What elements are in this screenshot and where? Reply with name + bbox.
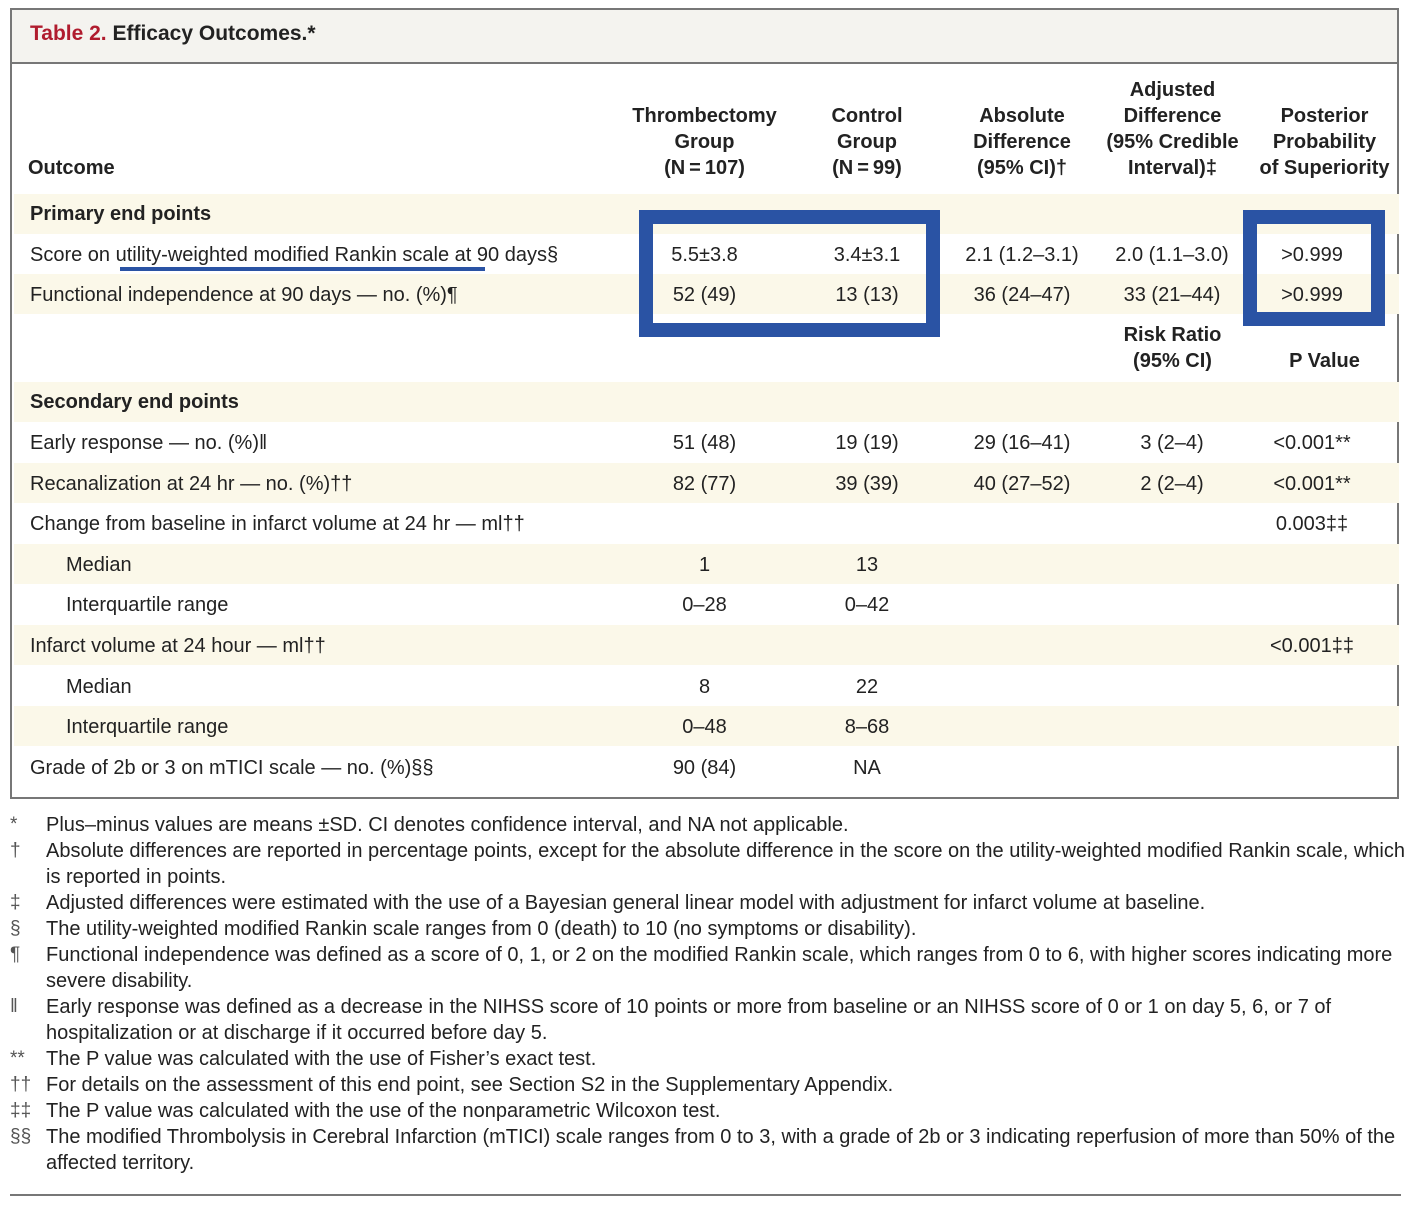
row-outcome-label: Median	[66, 675, 132, 698]
footnote-mark: *	[10, 814, 18, 835]
footnote: § The utility-weighted modified Rankin sc…	[10, 916, 1405, 942]
row-shading	[14, 543, 1399, 584]
cell-posterior-probability: >0.999	[1281, 284, 1343, 306]
footnote-text: Adjusted differences were estimated with…	[46, 892, 1206, 914]
footnote-mark: ‡‡	[10, 1100, 32, 1121]
cell-absolute-difference: 40 (27–52)	[973, 472, 1071, 495]
row-outcome-label: Grade of 2b or 3 on mTICI scale — no. (%…	[30, 756, 434, 779]
cell-control: 3.4±3.1	[833, 244, 901, 266]
cell-adjusted-difference: 33 (21–44)	[1123, 284, 1221, 306]
footnote: †† For details on the assessment of this …	[10, 1072, 1405, 1098]
cell-control: 0–42	[844, 594, 890, 617]
col-header-posterior-probability: Posterior Probability of Superiority	[1259, 105, 1390, 179]
cell-p-value: 0.003‡‡	[1275, 513, 1349, 536]
cell-thrombectomy: 5.5±3.8	[671, 244, 738, 266]
cell-absolute-difference: 29 (16–41)	[973, 432, 1071, 454]
cell-thrombectomy: 0–48	[682, 716, 727, 739]
footnote-text: The utility-weighted modified Rankin sca…	[46, 918, 917, 940]
row-shading	[14, 382, 1399, 422]
footnote-text: The P value was calculated with the use …	[46, 1048, 597, 1070]
row-outcome-label: Infarct volume at 24 hour — ml††	[30, 635, 326, 657]
cell-p-value: <0.001**	[1273, 472, 1351, 495]
footnote-text: The P value was calculated with the use …	[46, 1100, 721, 1122]
cell-risk-ratio: 2 (2–4)	[1140, 472, 1204, 495]
footnote-mark: ‡	[10, 892, 21, 913]
footnote-text: Early response was defined as a decrease…	[46, 996, 1332, 1044]
footnote-mark: §	[10, 918, 21, 939]
cell-thrombectomy: 90 (84)	[672, 756, 737, 779]
footnote-text: Plus–minus values are means ±SD. CI deno…	[46, 814, 849, 836]
col-header-outcome: Outcome	[28, 157, 115, 179]
footnote: † Absolute differences are reported in pe…	[10, 838, 1405, 890]
table-caption: Efficacy Outcomes.*	[112, 22, 316, 45]
row-shading	[14, 274, 1399, 314]
footnote-text: Functional independence was defined as a…	[46, 944, 1393, 992]
cell-thrombectomy: 8	[698, 675, 711, 698]
table-title: Table 2. Efficacy Outcomes.*	[12, 10, 1397, 64]
cell-thrombectomy: 52 (49)	[672, 284, 737, 306]
footnote-mark: ‖	[10, 996, 18, 1017]
cell-p-value: <0.001**	[1273, 432, 1351, 454]
cell-control: 13 (13)	[835, 284, 899, 306]
row-shading	[14, 462, 1399, 503]
cell-control: 39 (39)	[835, 472, 899, 495]
table-number: Table 2.	[30, 22, 107, 45]
cell-thrombectomy: 82 (77)	[672, 472, 737, 495]
row-outcome-label: Interquartile range	[66, 716, 229, 739]
highlight-box-group-scores	[639, 210, 940, 337]
row-shading	[14, 625, 1399, 665]
footnote: §§ The modified Thrombolysis in Cerebral …	[10, 1124, 1405, 1176]
cell-adjusted-difference: 2.0 (1.1–3.0)	[1115, 244, 1229, 266]
row-shading	[14, 706, 1399, 747]
section-secondary-end-points: Secondary end points	[30, 391, 239, 413]
efficacy-table: Table 2. Efficacy Outcomes.* Outcome Thr…	[10, 8, 1399, 799]
footnote-text: The modified Thrombolysis in Cerebral In…	[46, 1126, 1396, 1174]
cell-control: 22	[855, 675, 879, 698]
footnote: ** The P value was calculated with the us…	[10, 1046, 1405, 1072]
row-outcome-label: Recanalization at 24 hr — no. (%)††	[30, 472, 353, 495]
footnote-mark: †	[10, 840, 21, 861]
footnote-mark: ¶	[10, 944, 21, 965]
cell-absolute-difference: 36 (24–47)	[973, 284, 1071, 306]
cell-control: 13	[855, 553, 879, 576]
footnote-text: Absolute differences are reported in per…	[46, 840, 1405, 888]
footnote: ‖ Early response was defined as a decreas…	[10, 994, 1405, 1046]
cell-thrombectomy: 1	[698, 553, 711, 576]
col-header-p-value: P Value	[1289, 350, 1360, 372]
cell-p-value: <0.001‡‡	[1270, 635, 1354, 657]
footnote: ‡ Adjusted differences were estimated wit…	[10, 890, 1405, 916]
col-header-control: Control Group (N = 99)	[831, 105, 903, 179]
footnote-mark: **	[10, 1048, 25, 1069]
footnote: ‡‡ The P value was calculated with the us…	[10, 1098, 1405, 1124]
footnote: * Plus–minus values are means ±SD. CI den…	[10, 812, 1405, 838]
col-header-absolute-difference: Absolute Difference (95% CI)†	[973, 105, 1071, 179]
footnote-mark: §§	[10, 1126, 32, 1147]
section-primary-end-points: Primary end points	[30, 203, 212, 225]
col-header-thrombectomy: Thrombectomy Group (N = 107)	[632, 105, 777, 179]
cell-absolute-difference: 2.1 (1.2–3.1)	[965, 244, 1079, 266]
col-header-adjusted-difference: Adjusted Difference (95% Credible Interv…	[1106, 79, 1239, 179]
footnote: ¶ Functional independence was defined as …	[10, 942, 1405, 994]
row-outcome-label: Early response — no. (%)‖	[30, 432, 268, 454]
col-header-risk-ratio: Risk Ratio (95% CI)	[1123, 324, 1222, 372]
cell-thrombectomy: 0–28	[682, 594, 727, 617]
highlight-underline	[120, 267, 485, 271]
cell-risk-ratio: 3 (2–4)	[1140, 432, 1204, 454]
cell-control: 19 (19)	[835, 432, 899, 454]
cell-control: 8–68	[844, 716, 890, 739]
highlight-box-posterior	[1243, 210, 1385, 326]
cell-posterior-probability: >0.999	[1281, 244, 1343, 266]
footnotes: * Plus–minus values are means ±SD. CI den…	[10, 812, 1405, 1176]
cell-thrombectomy: 51 (48)	[672, 432, 737, 454]
row-outcome-label: Functional independence at 90 days — no.…	[30, 284, 458, 306]
bottom-rule	[10, 1194, 1401, 1196]
row-outcome-label: Change from baseline in infarct volume a…	[30, 513, 525, 536]
footnote-text: For details on the assessment of this en…	[46, 1074, 894, 1096]
row-outcome-label: Score on utility-weighted modified Ranki…	[30, 244, 559, 266]
cell-control: NA	[853, 756, 881, 779]
footnote-mark: ††	[10, 1074, 32, 1095]
row-outcome-label: Interquartile range	[66, 594, 229, 617]
row-outcome-label: Median	[66, 553, 132, 576]
